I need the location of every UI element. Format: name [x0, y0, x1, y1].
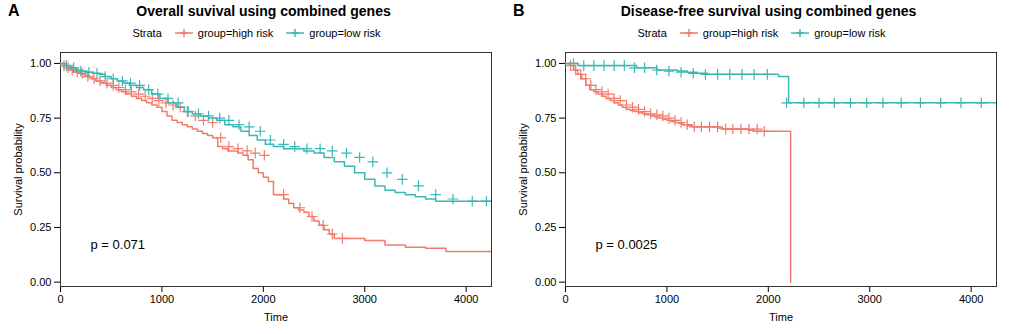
svg-text:0.75: 0.75: [30, 112, 51, 124]
svg-text:3000: 3000: [857, 293, 881, 305]
svg-text:0: 0: [57, 293, 63, 305]
html-text:Disease-free survival using co: Disease-free survival using combined gen…: [620, 3, 917, 19]
svg-text:0.25: 0.25: [30, 221, 51, 233]
svg-text:1.00: 1.00: [30, 57, 51, 69]
svg-text:Time: Time: [264, 311, 288, 323]
svg-text:0.75: 0.75: [535, 112, 556, 124]
svg-text:1.00: 1.00: [535, 57, 556, 69]
svg-text:Survival probability: Survival probability: [12, 123, 24, 216]
html-text:Strata: Strata: [132, 27, 162, 39]
svg-text:3000: 3000: [352, 293, 376, 305]
svg-text:0.50: 0.50: [30, 166, 51, 178]
svg-text:0: 0: [562, 293, 568, 305]
html-text:Strata: Strata: [637, 27, 667, 39]
html-text:group=low risk: group=low risk: [309, 27, 381, 39]
svg-text:Survival probability: Survival probability: [517, 123, 529, 216]
svg-text:2000: 2000: [756, 293, 780, 305]
html-text:B: B: [513, 2, 525, 19]
html-text:A: A: [8, 2, 20, 19]
svg-text:4000: 4000: [959, 293, 983, 305]
svg-text:p = 0.0025: p = 0.0025: [596, 237, 658, 252]
svg-text:2000: 2000: [251, 293, 275, 305]
svg-text:0.00: 0.00: [30, 276, 51, 288]
svg-text:p = 0.071: p = 0.071: [91, 237, 146, 252]
svg-text:4000: 4000: [454, 293, 478, 305]
svg-text:1000: 1000: [655, 293, 679, 305]
svg-text:0.50: 0.50: [535, 166, 556, 178]
html-text:group=high risk: group=high risk: [702, 27, 779, 39]
svg-text:Time: Time: [769, 311, 793, 323]
html-text:Overall suvival using combined: Overall suvival using combined genes: [136, 3, 391, 19]
html-text:group=high risk: group=high risk: [197, 27, 274, 39]
html-text:group=low risk: group=low risk: [814, 27, 886, 39]
svg-text:0.00: 0.00: [535, 276, 556, 288]
svg-text:1000: 1000: [150, 293, 174, 305]
svg-text:0.25: 0.25: [535, 221, 556, 233]
